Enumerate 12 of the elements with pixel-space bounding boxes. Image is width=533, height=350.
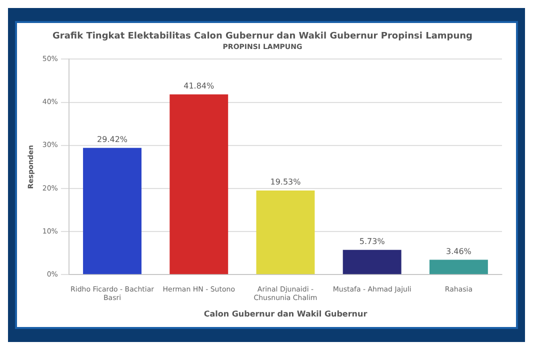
x-axis-title: Calon Gubernur dan Wakil Gubernur (204, 309, 368, 318)
chart-title: Grafik Tingkat Elektabilitas Calon Gubernur dan Wakil Gubernur Propinsi Lampung (52, 32, 472, 42)
bar (256, 190, 315, 274)
bar (342, 250, 402, 274)
data-label: 29.42% (97, 134, 128, 144)
data-label: 3.46% (446, 246, 472, 256)
data-label: 41.84% (184, 81, 215, 90)
bar (429, 260, 488, 274)
data-label: 5.73% (359, 236, 386, 246)
bar (170, 94, 228, 274)
bar (83, 148, 142, 274)
data-label: 19.53% (270, 178, 302, 187)
